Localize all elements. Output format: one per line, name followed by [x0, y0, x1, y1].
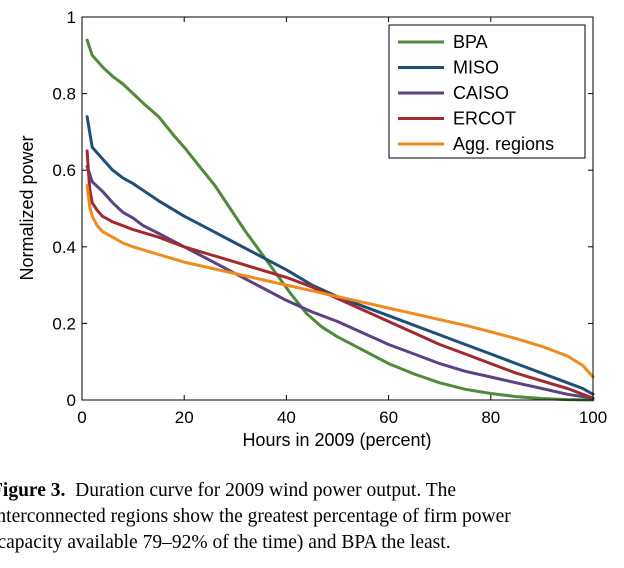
series-lines	[85, 38, 595, 402]
x-tick-label: 0	[77, 408, 86, 427]
legend-label-agg-regions: Agg. regions	[453, 134, 554, 154]
legend-label-bpa: BPA	[453, 32, 488, 52]
series-line-ercot	[85, 149, 595, 400]
caption-line-1: Figure 3. Duration curve for 2009 wind p…	[0, 478, 624, 504]
legend-label-ercot: ERCOT	[453, 109, 516, 129]
y-tick-label: 0.4	[52, 238, 76, 257]
y-tick-label: 0.6	[52, 161, 76, 180]
x-tick-label: 80	[481, 408, 500, 427]
caption-figure-label: Figure 3.	[0, 480, 66, 501]
series-line-bpa	[85, 38, 595, 402]
y-tick-label: 0.2	[52, 314, 76, 333]
duration-curve-chart: 0 20 40 60 80 100 0 0.2 0.4 0.6 0.8 1 Hours in 2009…	[17, 8, 607, 450]
series-line-miso	[85, 115, 595, 396]
legend-label-caiso: CAISO	[453, 83, 509, 103]
x-tick-label: 20	[175, 408, 194, 427]
y-tick-label: 0	[67, 391, 76, 410]
legend-label-miso: MISO	[453, 58, 499, 78]
plot-frame	[81, 16, 594, 401]
x-axis-label: Hours in 2009 (percent)	[242, 430, 431, 450]
figure-caption: Figure 3. Duration curve for 2009 wind p…	[0, 478, 624, 556]
caption-line-2: interconnected regions show the greatest…	[0, 506, 511, 527]
caption-line-3: (capacity available 79–92% of the time) …	[0, 532, 451, 553]
x-tick-label: 100	[579, 408, 607, 427]
x-tick-label: 60	[379, 408, 398, 427]
y-tick-label: 1	[67, 8, 76, 27]
legend: BPA MISO CAISO ERCOT Agg. regions	[388, 24, 586, 159]
caption-text-1: Duration curve for 2009 wind power outpu…	[75, 480, 457, 501]
series-line-agg-regions	[85, 184, 595, 379]
y-axis-label: Normalized power	[17, 135, 37, 280]
y-tick-label: 0.8	[52, 85, 76, 104]
series-line-caiso	[85, 164, 595, 400]
x-tick-label: 40	[277, 408, 296, 427]
axis-ticks: 0 20 40 60 80 100 0 0.2 0.4 0.6 0.8 1	[52, 8, 607, 427]
